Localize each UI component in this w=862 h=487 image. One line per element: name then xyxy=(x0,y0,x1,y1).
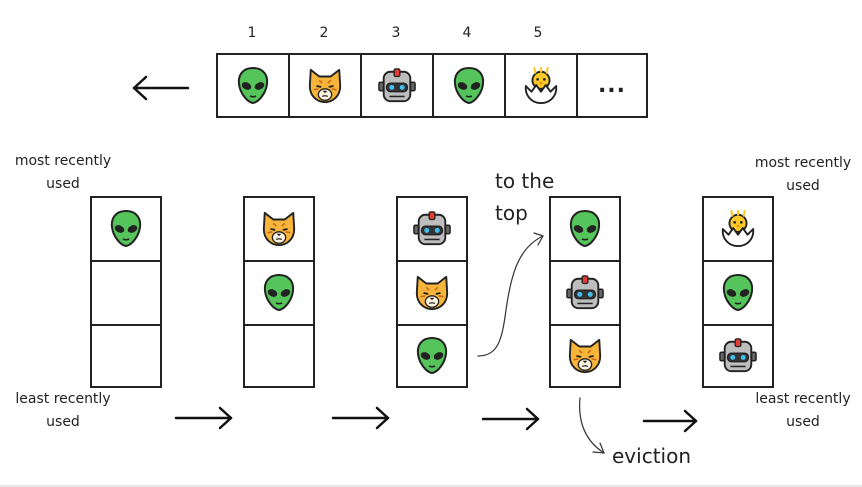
right-arrow xyxy=(481,407,540,431)
sequence-cell xyxy=(288,53,362,118)
alien-icon xyxy=(567,209,603,249)
bottom-divider xyxy=(0,485,862,487)
sequence-index: 1 xyxy=(247,25,257,41)
label-most-recently-used-right: most recently used xyxy=(754,155,852,194)
right-arrow xyxy=(331,406,390,430)
cache-slot xyxy=(243,260,315,326)
sequence-index: 5 xyxy=(533,25,543,41)
cache-slot xyxy=(549,324,621,388)
cat-icon xyxy=(260,210,298,248)
sequence-cell xyxy=(432,53,506,118)
sequence-more-cell: ... xyxy=(576,53,648,118)
cache-slot-empty xyxy=(90,260,162,326)
cache-slot xyxy=(396,260,468,326)
cache-slot xyxy=(90,196,162,262)
cache-slot-empty xyxy=(90,324,162,388)
sequence-cell xyxy=(504,53,578,118)
alien-icon xyxy=(235,66,271,106)
cache-slot xyxy=(549,260,621,326)
cache-slot-empty xyxy=(243,324,315,388)
alien-icon xyxy=(451,66,487,106)
cache-slot xyxy=(243,196,315,262)
cat-icon xyxy=(306,67,344,105)
cache-slot xyxy=(549,196,621,262)
to-the-top-arrow xyxy=(477,232,544,357)
right-arrow xyxy=(642,409,698,433)
label-least-recently-used-right: least recently used xyxy=(755,391,851,430)
to-the-top-note: to the top xyxy=(495,169,555,225)
cat-icon xyxy=(413,274,451,312)
right-arrow xyxy=(174,406,233,430)
cache-slot xyxy=(396,324,468,388)
cache-slot xyxy=(702,196,774,262)
sequence-cell xyxy=(360,53,434,118)
cache-slot xyxy=(396,196,468,262)
alien-icon xyxy=(720,273,756,313)
cache-slot xyxy=(702,324,774,388)
label-least-recently-used-left: least recently used xyxy=(15,391,111,430)
robot-icon xyxy=(566,274,604,312)
alien-icon xyxy=(261,273,297,313)
sequence-index: 4 xyxy=(462,25,472,41)
label-most-recently-used-left: most recently used xyxy=(14,153,112,192)
more-items-ellipsis: ... xyxy=(597,73,627,98)
chick-icon xyxy=(522,67,560,105)
chick-icon xyxy=(719,210,757,248)
eviction-arrow xyxy=(579,397,605,454)
cat-icon xyxy=(566,337,604,375)
robot-icon xyxy=(378,67,416,105)
sequence-index: 2 xyxy=(319,25,329,41)
sequence-index: 3 xyxy=(391,25,401,41)
left-arrow xyxy=(132,75,190,101)
alien-icon xyxy=(108,209,144,249)
alien-icon xyxy=(414,336,450,376)
sequence-cell xyxy=(216,53,290,118)
cache-slot xyxy=(702,260,774,326)
robot-icon xyxy=(719,337,757,375)
eviction-note: eviction xyxy=(612,444,692,468)
robot-icon xyxy=(413,210,451,248)
